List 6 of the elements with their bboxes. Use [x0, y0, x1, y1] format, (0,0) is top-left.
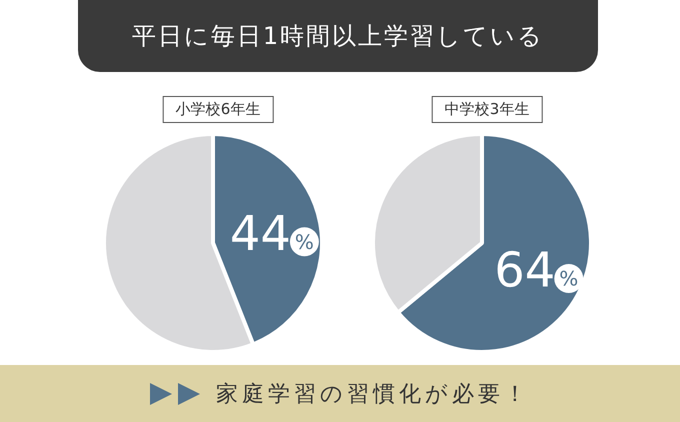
chart-title: 平日に毎日1時間以上学習している	[78, 0, 598, 72]
text: 家庭学習の習慣化が必要！	[216, 380, 530, 408]
chart-subtitle: 小学校6年生	[162, 96, 274, 123]
chart-subtitle: 中学校3年生	[432, 96, 542, 123]
data-label: 64%	[494, 242, 578, 299]
data-label: 44%	[230, 206, 314, 262]
